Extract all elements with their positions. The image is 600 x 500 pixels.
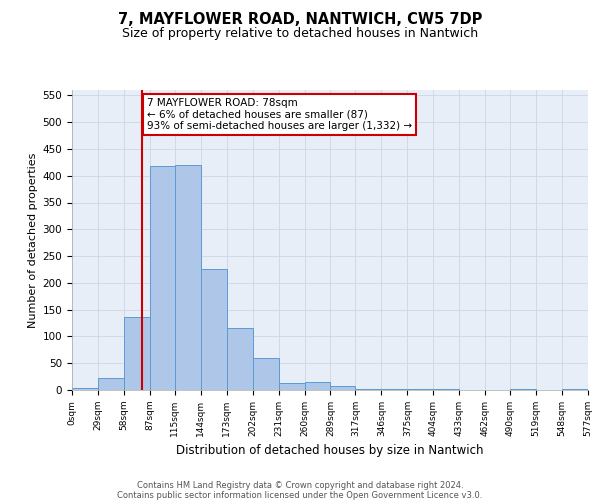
Text: Contains HM Land Registry data © Crown copyright and database right 2024.: Contains HM Land Registry data © Crown c… xyxy=(137,481,463,490)
Text: Size of property relative to detached houses in Nantwich: Size of property relative to detached ho… xyxy=(122,28,478,40)
Bar xyxy=(407,389,433,390)
Bar xyxy=(175,165,201,390)
Text: 7, MAYFLOWER ROAD, NANTWICH, CW5 7DP: 7, MAYFLOWER ROAD, NANTWICH, CW5 7DP xyxy=(118,12,482,28)
Bar xyxy=(150,166,175,390)
Bar xyxy=(227,328,253,390)
Bar xyxy=(201,269,227,390)
Bar xyxy=(355,389,382,390)
Bar xyxy=(331,386,355,390)
Text: 7 MAYFLOWER ROAD: 78sqm
← 6% of detached houses are smaller (87)
93% of semi-det: 7 MAYFLOWER ROAD: 78sqm ← 6% of detached… xyxy=(147,98,412,131)
Bar xyxy=(278,383,305,390)
Y-axis label: Number of detached properties: Number of detached properties xyxy=(28,152,38,328)
Bar xyxy=(72,388,98,390)
Text: Contains public sector information licensed under the Open Government Licence v3: Contains public sector information licen… xyxy=(118,491,482,500)
Bar xyxy=(124,316,150,390)
Bar xyxy=(305,382,331,390)
Bar xyxy=(98,378,124,390)
X-axis label: Distribution of detached houses by size in Nantwich: Distribution of detached houses by size … xyxy=(176,444,484,458)
Bar xyxy=(253,358,278,390)
